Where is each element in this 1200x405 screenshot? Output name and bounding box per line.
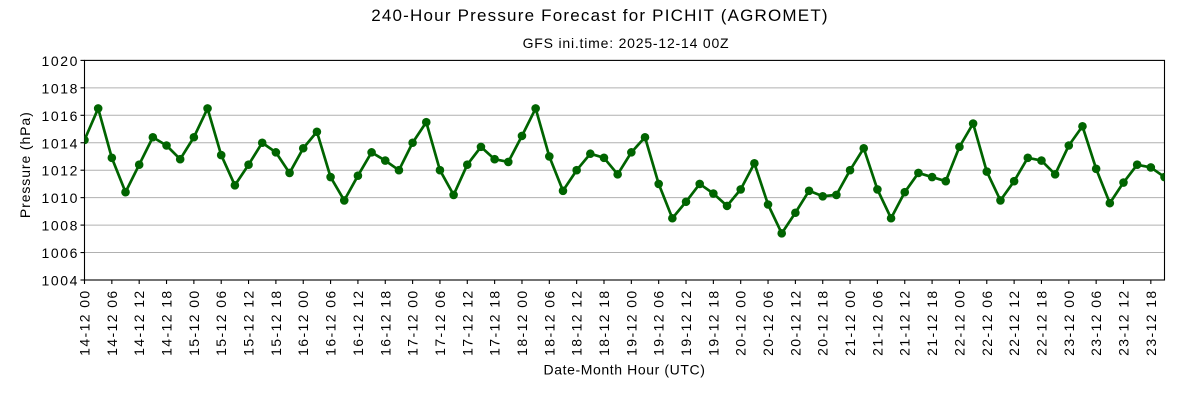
svg-text:21-12 18: 21-12 18 [924,289,940,355]
svg-text:18-12 18: 18-12 18 [596,289,612,355]
svg-text:23-12 00: 23-12 00 [1061,289,1077,355]
svg-text:1012: 1012 [41,163,79,179]
svg-text:1006: 1006 [41,245,79,261]
svg-text:19-12 12: 19-12 12 [678,289,694,355]
svg-text:22-12 12: 22-12 12 [1006,289,1022,355]
svg-text:1010: 1010 [41,190,79,206]
svg-text:16-12 06: 16-12 06 [323,289,339,355]
svg-text:21-12 06: 21-12 06 [869,289,885,355]
svg-text:17-12 00: 17-12 00 [405,289,421,355]
svg-text:20-12 00: 20-12 00 [733,289,749,355]
svg-text:23-12 12: 23-12 12 [1115,289,1131,355]
svg-text:Date-Month Hour (UTC): Date-Month Hour (UTC) [544,362,706,378]
svg-text:21-12 12: 21-12 12 [897,289,913,355]
svg-text:19-12 06: 19-12 06 [651,289,667,355]
svg-text:22-12 06: 22-12 06 [979,289,995,355]
svg-text:16-12 12: 16-12 12 [350,289,366,355]
svg-text:17-12 18: 17-12 18 [487,289,503,355]
svg-text:1018: 1018 [41,80,79,96]
svg-text:17-12 06: 17-12 06 [432,289,448,355]
svg-text:14-12 18: 14-12 18 [159,289,175,355]
svg-text:22-12 18: 22-12 18 [1033,289,1049,355]
svg-text:15-12 12: 15-12 12 [241,289,257,355]
svg-text:18-12 12: 18-12 12 [569,289,585,355]
svg-text:20-12 18: 20-12 18 [815,289,831,355]
svg-text:19-12 18: 19-12 18 [705,289,721,355]
svg-text:15-12 06: 15-12 06 [213,289,229,355]
svg-text:18-12 00: 18-12 00 [514,289,530,355]
svg-text:22-12 00: 22-12 00 [951,289,967,355]
svg-text:14-12 12: 14-12 12 [131,289,147,355]
svg-text:17-12 12: 17-12 12 [459,289,475,355]
svg-text:16-12 00: 16-12 00 [295,289,311,355]
svg-text:23-12 06: 23-12 06 [1088,289,1104,355]
svg-text:1020: 1020 [41,53,79,69]
svg-text:Pressure (hPa): Pressure (hPa) [17,111,33,218]
svg-text:1014: 1014 [41,135,79,151]
svg-text:21-12 00: 21-12 00 [842,289,858,355]
svg-text:14-12 06: 14-12 06 [104,289,120,355]
svg-text:240-Hour Pressure Forecast for: 240-Hour Pressure Forecast for PICHIT (A… [371,6,829,25]
svg-text:14-12 00: 14-12 00 [77,289,93,355]
svg-text:23-12 18: 23-12 18 [1143,289,1159,355]
svg-text:1016: 1016 [41,108,79,124]
svg-text:19-12 00: 19-12 00 [623,289,639,355]
svg-text:18-12 06: 18-12 06 [541,289,557,355]
svg-text:1004: 1004 [41,273,79,289]
svg-text:1008: 1008 [41,218,79,234]
svg-text:GFS ini.time: 2025-12-14 00Z: GFS ini.time: 2025-12-14 00Z [523,35,730,51]
svg-text:15-12 18: 15-12 18 [268,289,284,355]
svg-text:15-12 00: 15-12 00 [186,289,202,355]
svg-text:20-12 06: 20-12 06 [760,289,776,355]
svg-text:16-12 18: 16-12 18 [377,289,393,355]
svg-text:20-12 12: 20-12 12 [787,289,803,355]
